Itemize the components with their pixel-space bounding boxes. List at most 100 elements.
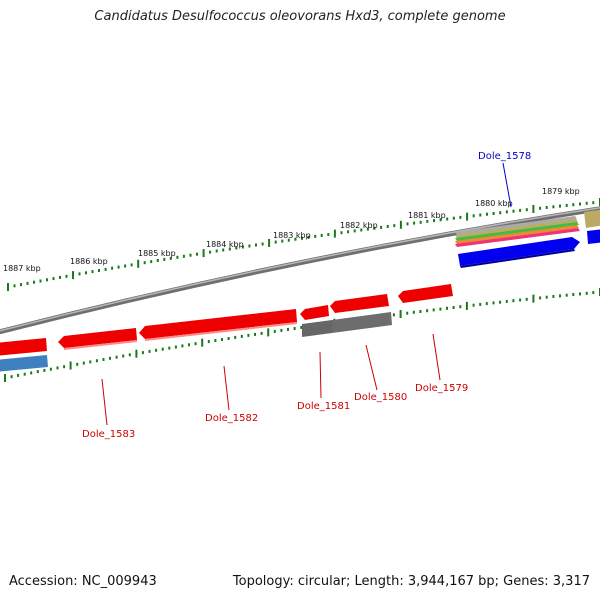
minor-tick	[452, 306, 455, 309]
major-tick	[532, 294, 535, 303]
genome-backbone	[0, 206, 600, 335]
kbp-label-1883: 1883 kbp	[273, 231, 311, 240]
minor-tick	[23, 372, 26, 376]
gene-feature-olive-thin[interactable]	[455, 219, 578, 238]
callout-line-dole-1579	[432, 333, 441, 381]
gene-grey-block-a[interactable]	[302, 320, 332, 337]
minor-tick	[215, 249, 218, 253]
minor-tick	[301, 236, 303, 240]
minor-tick	[109, 356, 111, 360]
gene-label-dole-1579[interactable]: Dole_1579	[415, 383, 468, 394]
minor-tick	[413, 221, 416, 225]
gene-dole-1580-arrow[interactable]	[330, 294, 389, 313]
minor-tick	[30, 371, 33, 375]
minor-tick	[209, 250, 212, 254]
gene-left-edge-red[interactable]	[0, 338, 47, 356]
minor-tick	[287, 327, 289, 331]
gene-dole-1582-arrow[interactable]	[139, 309, 297, 339]
minor-tick	[525, 208, 528, 212]
minor-tick	[169, 256, 172, 260]
minor-tick	[56, 366, 59, 370]
minor-tick	[156, 259, 159, 262]
minor-tick	[150, 260, 153, 264]
minor-tick	[579, 202, 581, 206]
minor-tick	[222, 248, 225, 252]
gene-blue-edge[interactable]	[587, 229, 600, 244]
minor-tick	[82, 361, 85, 365]
minor-tick	[293, 327, 296, 330]
minor-tick	[36, 370, 39, 374]
minor-tick	[499, 211, 502, 215]
minor-tick	[479, 302, 482, 306]
callout-line-dole-1578	[502, 162, 512, 208]
major-tick	[72, 271, 74, 280]
minor-tick	[452, 216, 455, 220]
gene-dole-1581-arrow[interactable]	[300, 305, 329, 320]
kbp-label-1884: 1884 kbp	[206, 240, 244, 249]
major-tick	[532, 205, 535, 213]
minor-tick	[592, 291, 595, 295]
minor-tick	[505, 299, 508, 303]
gene-feature-grey-thin[interactable]	[455, 216, 577, 235]
minor-tick	[10, 375, 13, 379]
gene-label-dole-1578[interactable]: Dole_1578	[478, 151, 531, 162]
minor-tick	[59, 275, 61, 279]
minor-tick	[91, 270, 94, 274]
minor-tick	[412, 310, 415, 314]
kbp-label-1885: 1885 kbp	[138, 249, 176, 258]
callout-line-dole-1581	[319, 351, 322, 399]
minor-tick	[221, 338, 223, 341]
minor-tick	[63, 365, 66, 369]
callout-line-dole-1582	[223, 365, 230, 411]
gene-olive-edge[interactable]	[584, 209, 600, 228]
gene-label-dole-1582[interactable]: Dole_1582	[205, 413, 258, 424]
major-tick	[202, 249, 205, 258]
minor-tick	[124, 264, 127, 268]
gene-dole-1578-arrow[interactable]	[458, 237, 580, 266]
minor-tick	[432, 308, 435, 312]
gene-feature-pink-thin[interactable]	[455, 228, 580, 247]
gene-feature-green-thin[interactable]	[455, 222, 579, 241]
major-tick	[465, 301, 468, 310]
minor-tick	[280, 328, 283, 332]
minor-tick	[392, 313, 395, 317]
gene-dole-1579-arrow[interactable]	[398, 284, 453, 303]
minor-tick	[545, 206, 548, 209]
minor-tick	[459, 215, 462, 219]
major-tick	[267, 328, 270, 337]
gene-label-dole-1583[interactable]: Dole_1583	[82, 429, 135, 440]
minor-tick	[472, 303, 475, 307]
minor-tick	[98, 269, 100, 272]
minor-tick	[479, 213, 482, 217]
minor-tick	[485, 302, 488, 306]
minor-tick	[65, 274, 68, 278]
gene-label-dole-1580[interactable]: Dole_1580	[354, 392, 407, 403]
minor-tick	[128, 353, 131, 357]
minor-tick	[161, 347, 164, 351]
minor-tick	[254, 332, 256, 336]
minor-tick	[194, 342, 197, 346]
gene-dole-1583-arrow[interactable]	[58, 328, 137, 348]
minor-tick	[380, 225, 383, 229]
minor-tick	[255, 243, 257, 247]
minor-tick	[85, 271, 87, 275]
gene-label-dole-1581[interactable]: Dole_1581	[297, 401, 350, 412]
minor-tick	[95, 359, 98, 363]
gene-feature-orange-thin[interactable]	[455, 225, 579, 244]
minor-tick	[519, 298, 522, 302]
minor-tick	[260, 331, 263, 335]
minor-tick	[353, 229, 356, 233]
minor-tick	[188, 343, 190, 347]
minor-tick	[439, 307, 442, 311]
minor-tick	[104, 267, 107, 271]
major-tick	[268, 239, 271, 247]
kbp-label-1882: 1882 kbp	[340, 221, 378, 230]
minor-tick	[486, 212, 488, 216]
minor-tick	[512, 299, 515, 303]
minor-tick	[227, 337, 230, 340]
gene-steelblue-edge[interactable]	[0, 355, 48, 372]
minor-tick	[294, 237, 297, 241]
minor-tick	[539, 206, 542, 210]
callout-line-dole-1583	[101, 378, 108, 426]
gene-grey-block-b[interactable]	[332, 312, 392, 333]
